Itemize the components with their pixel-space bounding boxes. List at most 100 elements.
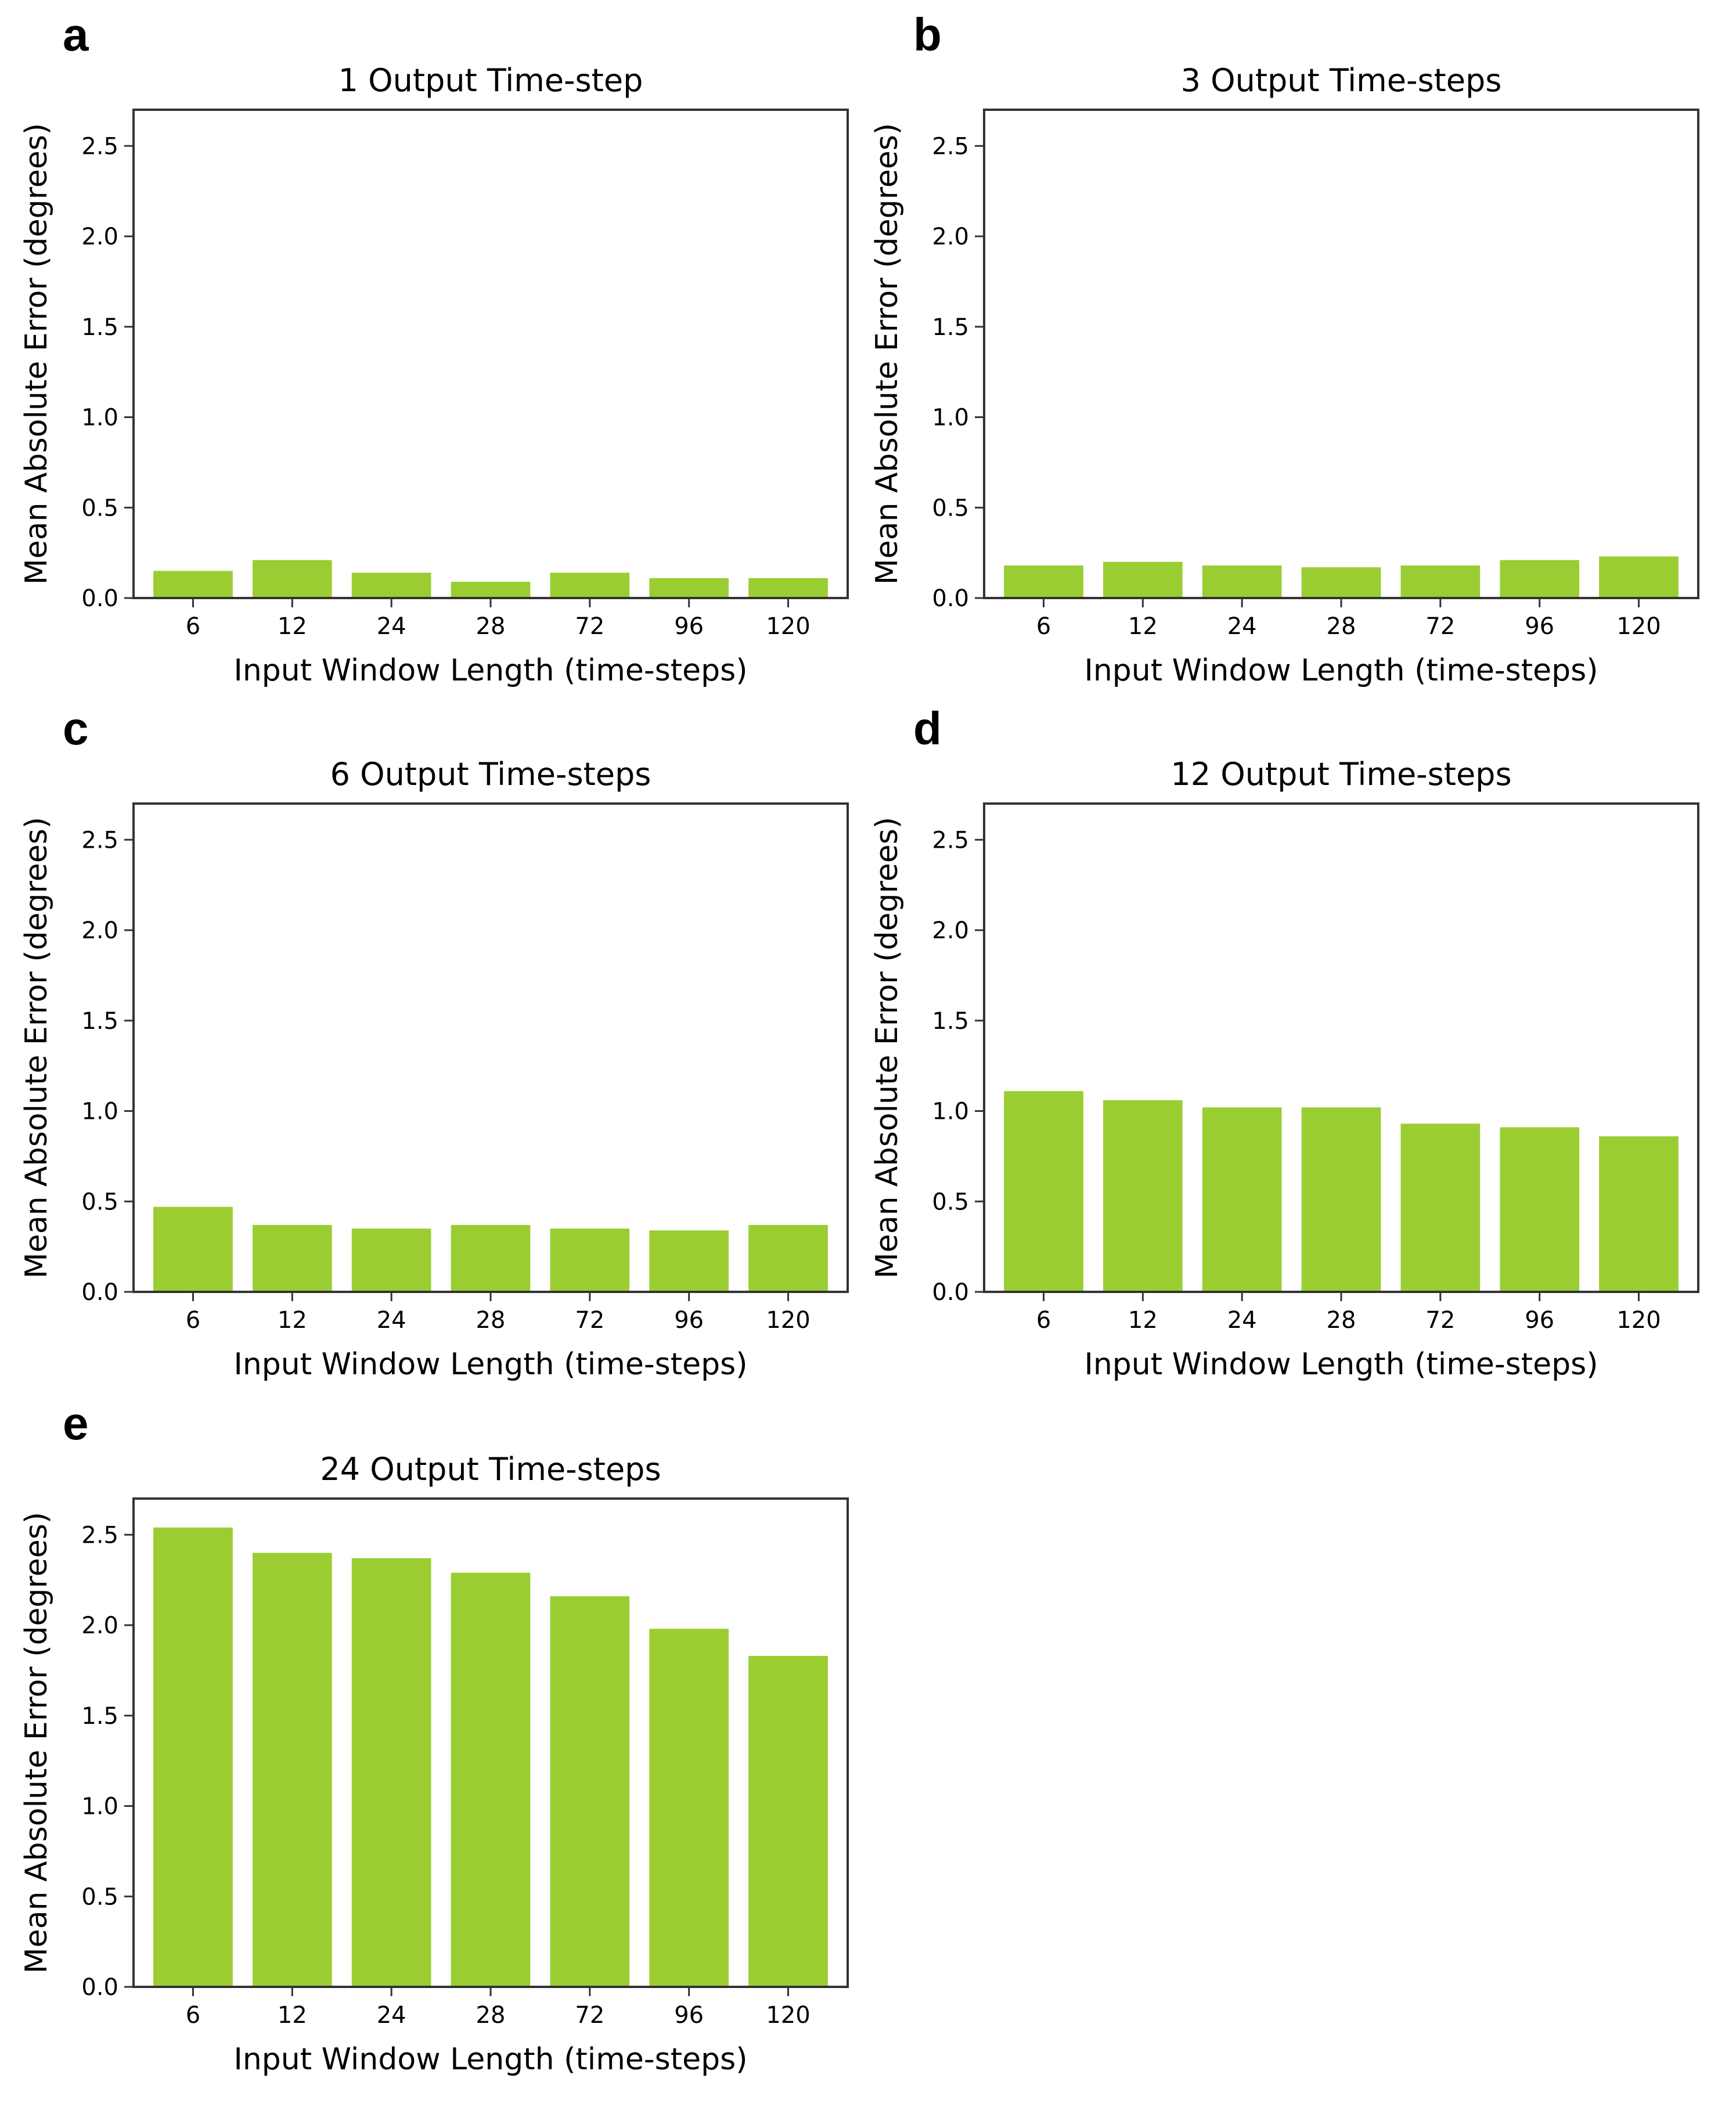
x-tick-label: 120 — [766, 2002, 810, 2029]
y-tick-label: 1.0 — [81, 1099, 118, 1125]
x-tick-label: 72 — [575, 613, 604, 640]
x-tick-label: 6 — [186, 613, 200, 640]
bar-6 — [1004, 565, 1083, 598]
y-tick-label: 0.5 — [932, 495, 969, 521]
y-tick-label: 0.5 — [81, 495, 118, 521]
y-axis-label: Mean Absolute Error (degrees) — [19, 123, 54, 585]
x-tick-label: 72 — [1425, 613, 1455, 640]
x-tick-label: 28 — [1327, 613, 1356, 640]
bar-24 — [1202, 565, 1282, 598]
x-tick-label: 6 — [186, 2002, 200, 2029]
y-axis-label: Mean Absolute Error (degrees) — [870, 123, 905, 585]
bar-6 — [153, 1527, 233, 1987]
bar-120 — [1599, 1136, 1679, 1292]
x-tick-label: 120 — [766, 613, 810, 640]
x-tick-label: 28 — [476, 613, 506, 640]
bar-28 — [451, 1225, 531, 1292]
x-tick-label: 96 — [674, 2002, 704, 2029]
panel-letter: c — [63, 703, 89, 754]
bar-72 — [1400, 1123, 1481, 1292]
x-tick-label: 28 — [476, 2002, 506, 2029]
panel-title: 6 Output Time-steps — [330, 756, 651, 793]
bar-72 — [550, 572, 630, 598]
y-tick-label: 0.0 — [81, 1279, 118, 1306]
y-tick-label: 2.0 — [932, 917, 969, 944]
y-tick-label: 0.0 — [932, 585, 969, 612]
x-axis-label: Input Window Length (time-steps) — [1084, 653, 1598, 688]
x-tick-label: 12 — [1128, 1307, 1158, 1334]
x-tick-label: 6 — [186, 1307, 200, 1334]
x-tick-label: 6 — [1036, 613, 1051, 640]
y-tick-label: 2.5 — [81, 1522, 118, 1549]
x-tick-label: 96 — [674, 613, 704, 640]
bar-6 — [153, 571, 233, 598]
y-tick-label: 2.0 — [932, 224, 969, 250]
y-tick-label: 1.5 — [932, 314, 969, 341]
x-tick-label: 12 — [278, 613, 307, 640]
y-tick-label: 0.0 — [932, 1279, 969, 1306]
y-tick-label: 0.0 — [81, 585, 118, 612]
y-axis-label: Mean Absolute Error (degrees) — [19, 817, 54, 1279]
y-tick-label: 0.5 — [81, 1189, 118, 1215]
y-tick-label: 2.5 — [932, 133, 969, 160]
x-tick-label: 12 — [1128, 613, 1158, 640]
x-axis-label: Input Window Length (time-steps) — [233, 2042, 747, 2077]
panel-title: 12 Output Time-steps — [1170, 756, 1511, 793]
y-tick-label: 1.0 — [932, 405, 969, 431]
x-tick-label: 96 — [1525, 613, 1554, 640]
axes-frame — [983, 109, 1699, 599]
panel-letter: a — [63, 9, 89, 60]
y-axis-label: Mean Absolute Error (degrees) — [870, 817, 905, 1279]
y-tick-label: 1.0 — [81, 1794, 118, 1820]
x-axis-label: Input Window Length (time-steps) — [1084, 1347, 1598, 1382]
panel-letter: b — [913, 9, 942, 60]
y-tick-label: 0.5 — [932, 1189, 969, 1215]
bar-96 — [649, 1230, 729, 1292]
bar-6 — [1004, 1091, 1083, 1292]
bar-28 — [1301, 1107, 1381, 1292]
y-tick-label: 2.5 — [81, 827, 118, 854]
panel-title: 24 Output Time-steps — [320, 1451, 661, 1488]
bar-120 — [748, 578, 828, 598]
x-tick-label: 96 — [1525, 1307, 1554, 1334]
y-tick-label: 0.5 — [81, 1884, 118, 1910]
x-tick-label: 72 — [575, 1307, 604, 1334]
bar-28 — [451, 581, 531, 598]
x-tick-label: 24 — [1227, 1307, 1257, 1334]
panel-title: 1 Output Time-step — [338, 62, 643, 99]
bar-12 — [253, 560, 332, 598]
axes-frame — [132, 802, 849, 1293]
bar-72 — [550, 1228, 630, 1292]
y-tick-label: 2.0 — [81, 917, 118, 944]
y-tick-label: 1.5 — [81, 314, 118, 341]
panel-title: 3 Output Time-steps — [1181, 62, 1502, 99]
x-axis-label: Input Window Length (time-steps) — [233, 653, 747, 688]
y-tick-label: 1.0 — [932, 1099, 969, 1125]
panel-e: 6 12 24 28 72 96 120 0.0 0.5 1.0 1.5 2.0 2.5 24 Outpu… — [19, 1398, 849, 2077]
x-tick-label: 120 — [1616, 613, 1661, 640]
bar-96 — [649, 578, 729, 598]
x-tick-label: 24 — [377, 2002, 406, 2029]
x-tick-label: 120 — [1616, 1307, 1661, 1334]
panel-b: 6 12 24 28 72 96 120 0.0 0.5 1.0 1.5 2.0 2.5 3 Output… — [870, 9, 1699, 688]
y-axis-label: Mean Absolute Error (degrees) — [19, 1512, 54, 1974]
x-tick-label: 24 — [1227, 613, 1257, 640]
bar-24 — [351, 572, 431, 598]
panel-a: 6 12 24 28 72 96 120 0.0 0.5 1.0 1.5 2.0 2.5 1 Output… — [19, 9, 849, 688]
x-tick-label: 28 — [476, 1307, 506, 1334]
bar-24 — [1202, 1107, 1282, 1292]
x-tick-label: 12 — [278, 2002, 307, 2029]
y-tick-label: 2.5 — [81, 133, 118, 160]
x-tick-label: 24 — [377, 613, 406, 640]
bar-96 — [1500, 1127, 1579, 1292]
y-tick-label: 2.0 — [81, 224, 118, 250]
panel-d: 6 12 24 28 72 96 120 0.0 0.5 1.0 1.5 2.0 2.5 12 Outpu… — [870, 703, 1699, 1382]
bar-28 — [451, 1572, 531, 1987]
y-tick-label: 2.0 — [81, 1612, 118, 1639]
x-tick-label: 120 — [766, 1307, 810, 1334]
bar-28 — [1301, 567, 1381, 598]
axes-frame — [132, 109, 849, 599]
bar-12 — [1103, 561, 1183, 598]
x-tick-label: 24 — [377, 1307, 406, 1334]
